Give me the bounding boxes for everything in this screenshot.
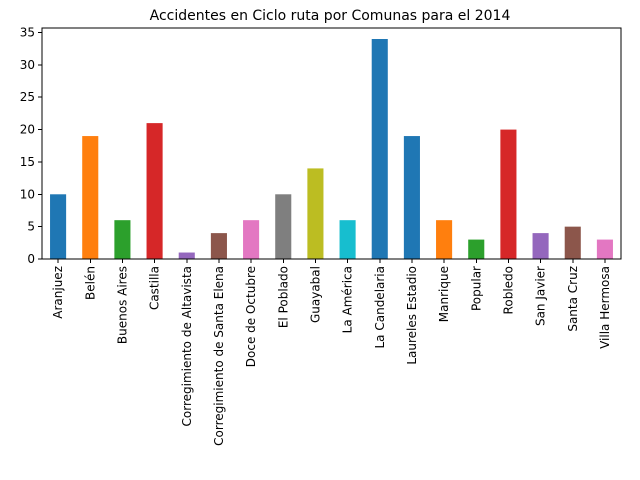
bar-15 [532, 233, 549, 259]
y-tick-label: 15 [20, 155, 35, 169]
bar-5 [210, 233, 227, 259]
x-tick-label: Robledo [501, 266, 515, 314]
y-tick-label: 5 [27, 220, 35, 234]
x-tick-label: Manrique [437, 266, 451, 322]
x-tick-label: Corregimiento de Santa Elena [212, 266, 226, 446]
x-tick-label: Guayabal [308, 266, 322, 323]
x-tick-label: Villa Hermosa [598, 266, 612, 349]
x-tick-label: La Candelaria [373, 266, 387, 349]
bar-2 [114, 220, 131, 259]
chart-title: Accidentes en Ciclo ruta por Comunas par… [150, 8, 511, 24]
y-axis-ticks: 0 5 10 15 20 25 30 35 [20, 26, 42, 266]
y-tick-label: 25 [20, 90, 35, 104]
x-tick-label: Castilla [148, 266, 162, 310]
bar-16 [564, 226, 581, 259]
bar-13 [468, 239, 485, 259]
x-tick-label: San Javier [534, 266, 548, 326]
x-tick-label: Popular [469, 266, 483, 311]
bar-12 [436, 220, 453, 259]
bar-17 [596, 239, 613, 259]
x-tick-label: Laureles Estadio [405, 266, 419, 365]
bar-3 [146, 123, 163, 259]
x-tick-label: Buenos Aires [115, 266, 129, 344]
bar-8 [307, 168, 324, 259]
bar-6 [243, 220, 260, 259]
bar-10 [371, 39, 388, 259]
bar-7 [275, 194, 292, 259]
bar-4 [178, 252, 195, 259]
bar-1 [82, 136, 99, 259]
bar-11 [403, 136, 420, 259]
x-axis-ticks: Aranjuez Belén Buenos Aires Castilla Corregi… [51, 259, 612, 446]
bar-14 [500, 129, 517, 259]
bar-9 [339, 220, 356, 259]
x-tick-label: Aranjuez [51, 266, 65, 319]
plot-frame [41, 27, 622, 260]
bar-0 [50, 194, 67, 259]
x-tick-label: Corregimiento de Altavista [180, 266, 194, 426]
x-tick-label: Belén [83, 266, 97, 300]
y-tick-label: 10 [20, 187, 35, 201]
bars-group [50, 39, 613, 259]
y-tick-label: 30 [20, 58, 35, 72]
x-tick-label: El Poblado [276, 266, 290, 328]
x-tick-label: Doce de Octubre [244, 266, 258, 367]
y-tick-label: 35 [20, 26, 35, 40]
y-tick-label: 0 [27, 252, 35, 266]
y-tick-label: 20 [20, 123, 35, 137]
x-tick-label: Santa Cruz [566, 266, 580, 332]
axes-frame [41, 27, 622, 260]
x-tick-label: La América [341, 266, 355, 333]
